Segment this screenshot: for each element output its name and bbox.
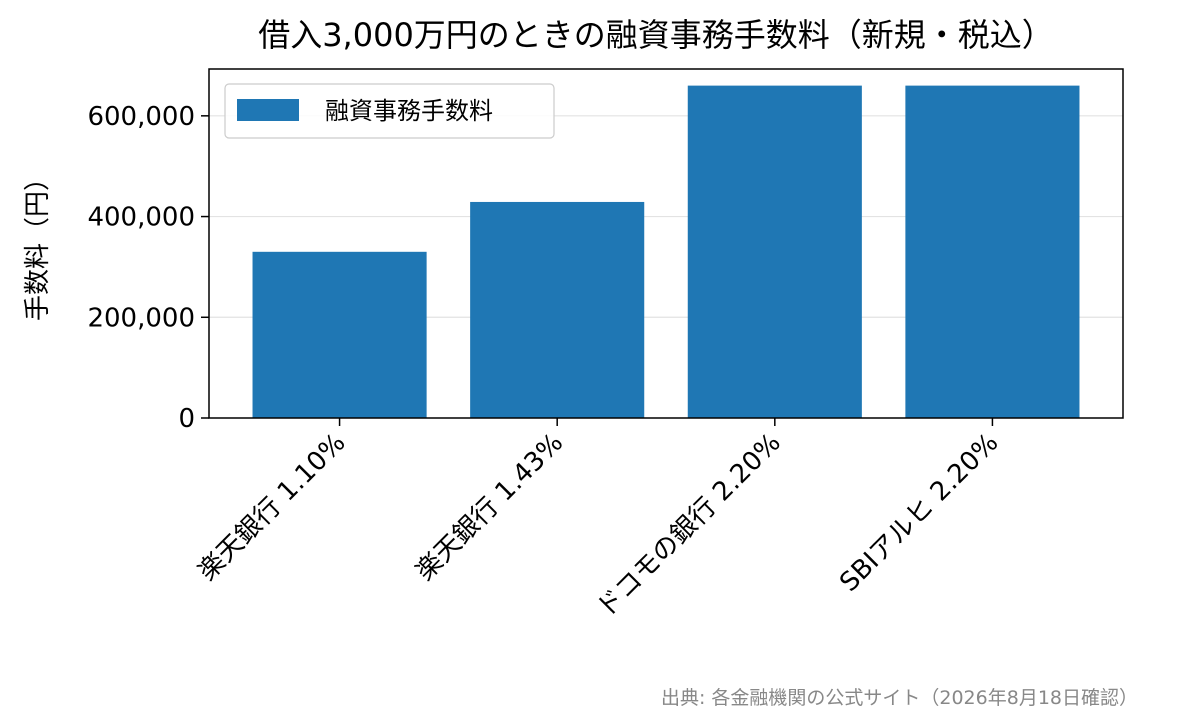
x-tick-label: 楽天銀行 1.43% bbox=[410, 428, 569, 587]
x-tick-label: SBIアルヒ 2.20% bbox=[834, 428, 1004, 598]
x-tick-label: ドコモの銀行 2.20% bbox=[591, 428, 787, 624]
source-note: 出典: 各金融機関の公式サイト（2026年8月18日確認） bbox=[661, 687, 1138, 709]
bar bbox=[252, 251, 427, 418]
y-tick-label: 0 bbox=[178, 404, 195, 434]
y-tick-label: 200,000 bbox=[87, 303, 195, 333]
y-axis-ticks: 0 200,000 400,000 600,000 bbox=[87, 102, 209, 434]
bar bbox=[687, 85, 862, 418]
plot-frame bbox=[208, 68, 1124, 419]
y-tick-label: 400,000 bbox=[87, 203, 195, 233]
legend-frame bbox=[224, 83, 555, 139]
bar bbox=[905, 85, 1080, 418]
legend-label: 融資事務手数料 bbox=[325, 97, 493, 125]
bars bbox=[252, 85, 1080, 418]
chart-title: 借入3,000万円のときの融資事務手数料（新規・税込） bbox=[258, 16, 1054, 54]
legend-swatch bbox=[237, 99, 299, 121]
legend: 融資事務手数料 bbox=[224, 83, 555, 139]
x-axis-ticks: 楽天銀行 1.10% 楽天銀行 1.43% ドコモの銀行 2.20% SBIアルヒ 2… bbox=[193, 418, 1004, 624]
bar bbox=[470, 201, 645, 418]
y-tick-label: 600,000 bbox=[87, 102, 195, 132]
x-tick-label: 楽天銀行 1.10% bbox=[193, 428, 352, 587]
y-axis-label: 手数料（円） bbox=[23, 165, 53, 321]
